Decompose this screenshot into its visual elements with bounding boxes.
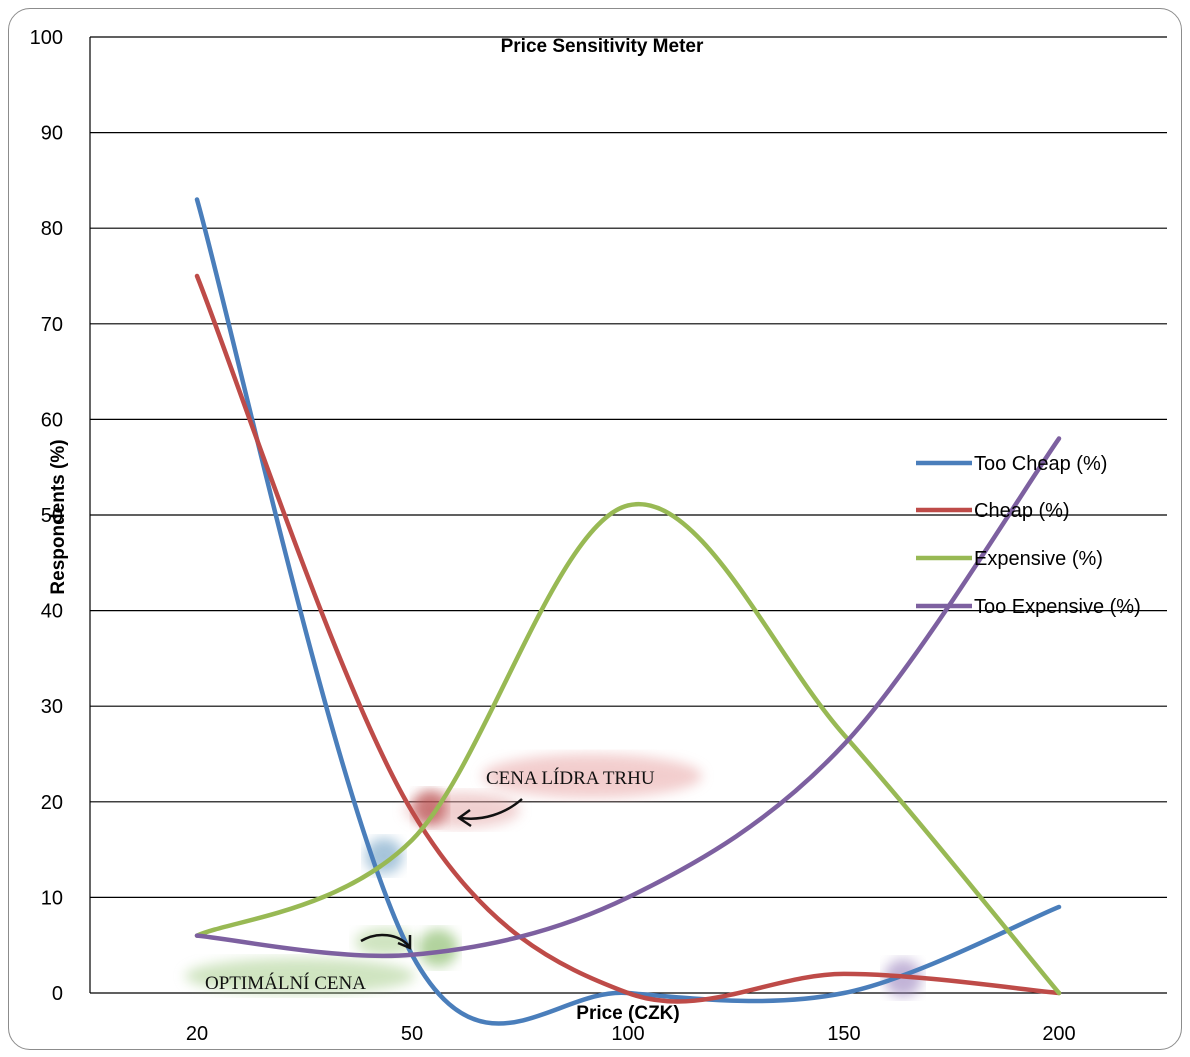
legend-entry-expensive: Expensive (%)	[974, 548, 1103, 570]
y-tick-label: 60	[41, 409, 63, 431]
y-axis-label: Respondents (%)	[48, 439, 69, 594]
x-tick-label: 50	[401, 1023, 423, 1045]
y-tick-label: 30	[41, 696, 63, 718]
optimal-price-arrow	[360, 933, 410, 947]
series-line-cheap	[194, 273, 1062, 1004]
legend: Too Cheap (%) Cheap (%) Expensive (%) Too E…	[916, 453, 1141, 618]
series-line-expensive	[194, 501, 1062, 996]
x-tick-label: 200	[1042, 1023, 1075, 1045]
y-tick-labels: 0 10 20 30 40 50 60 70 80 90 100	[30, 27, 63, 1005]
market-leader-arrow	[460, 798, 523, 820]
annotations: CENA LÍDRA TRHU OPTIMÁLNÍ CENA	[205, 767, 655, 994]
y-tick-label: 70	[41, 314, 63, 336]
market-leader-price-label: CENA LÍDRA TRHU	[486, 767, 655, 789]
x-tick-label: 20	[186, 1023, 208, 1045]
optimal-label-highlight	[185, 958, 415, 994]
x-tick-label: 150	[827, 1023, 860, 1045]
intersection-highlights	[185, 754, 922, 997]
optimal-price-point-highlight	[418, 929, 458, 967]
legend-entry-too-expensive: Too Expensive (%)	[974, 596, 1141, 618]
y-tick-label: 40	[41, 601, 63, 623]
x-tick-label: 100	[611, 1023, 644, 1045]
market-leader-point-highlight	[413, 790, 447, 826]
series-line-too-expensive	[194, 436, 1062, 959]
market-leader-arrowhead	[456, 808, 472, 828]
y-tick-label: 10	[41, 887, 63, 909]
y-tick-label: 0	[52, 983, 63, 1005]
x-tick-labels: 20 50 100 150 200	[186, 1023, 1076, 1045]
series-lines	[194, 197, 1062, 1026]
optimal-price-label: OPTIMÁLNÍ CENA	[205, 972, 366, 994]
y-tick-label: 80	[41, 218, 63, 240]
y-tick-label: 20	[41, 792, 63, 814]
chart-title: Price Sensitivity Meter	[501, 36, 704, 57]
y-tick-label: 100	[30, 27, 63, 49]
market-leader-label-highlight	[482, 754, 702, 798]
legend-entry-too-cheap: Too Cheap (%)	[974, 453, 1107, 475]
y-tick-label: 50	[41, 505, 63, 527]
series-line-too-cheap	[194, 197, 1062, 1026]
y-tick-label: 90	[41, 123, 63, 145]
legend-entry-cheap: Cheap (%)	[974, 500, 1070, 522]
x-axis-label: Price (CZK)	[576, 1003, 679, 1024]
optimal-price-arrowhead	[397, 935, 412, 950]
